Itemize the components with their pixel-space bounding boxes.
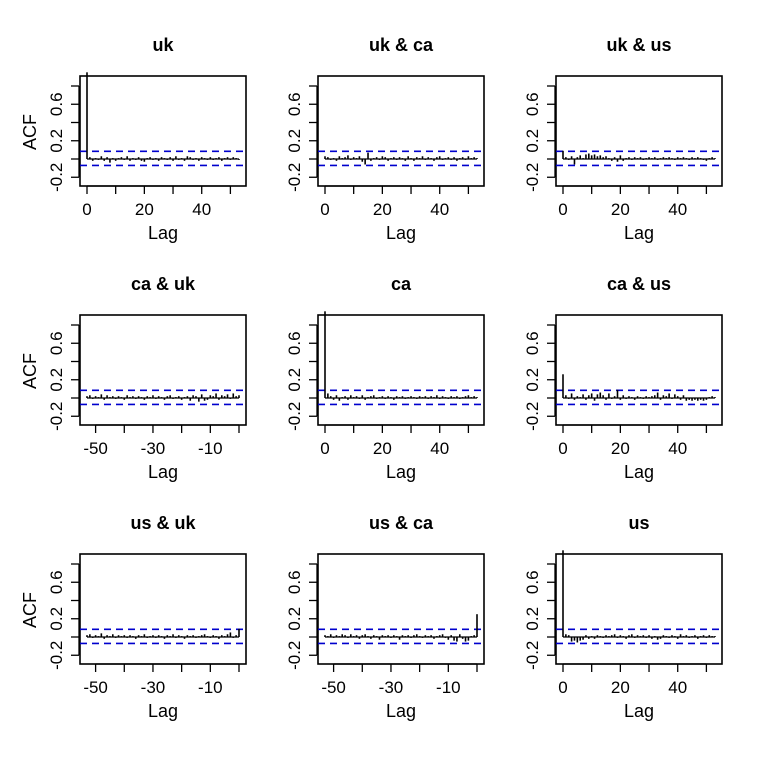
panel-title: ca & uk — [131, 274, 196, 294]
panel-7: us & uk -50 -30 -10 Lag -0.2 0.2 0.6 ACF — [20, 513, 247, 721]
y-tick-label: -0.2 — [285, 402, 304, 431]
x-tick-label: 40 — [668, 200, 687, 219]
panel-title: uk & ca — [369, 35, 434, 55]
y-tick-label: 0.2 — [523, 129, 542, 153]
y-tick-label: -0.2 — [523, 402, 542, 431]
panel-3: uk & us 0 20 40 Lag -0.2 0.2 0.6 — [523, 35, 723, 243]
plot-frame — [555, 314, 723, 426]
panel-title: us & uk — [130, 513, 196, 533]
y-tick-label: 0.2 — [285, 129, 304, 153]
panel-title: ca & us — [607, 274, 671, 294]
y-tick-label: 0.6 — [523, 570, 542, 594]
x-tick-label: 0 — [320, 200, 329, 219]
x-tick-label: -10 — [436, 678, 461, 697]
x-tick-label: 0 — [320, 439, 329, 458]
x-tick-label: 20 — [373, 439, 392, 458]
y-tick-label: 0.6 — [47, 570, 66, 594]
panel-6: ca & us 0 20 40 Lag -0.2 0.2 0.6 — [523, 274, 723, 482]
x-tick-label: 20 — [611, 439, 630, 458]
y-tick-label: 0.2 — [47, 607, 66, 631]
x-axis-label: Lag — [386, 223, 416, 243]
x-tick-label: -50 — [83, 439, 108, 458]
plot-frame — [317, 75, 485, 187]
x-tick-label: -30 — [141, 678, 166, 697]
y-tick-label: 0.2 — [47, 129, 66, 153]
panel-title: uk & us — [606, 35, 671, 55]
y-tick-label: 0.6 — [523, 92, 542, 116]
x-tick-label: -10 — [198, 678, 223, 697]
x-tick-label: 20 — [135, 200, 154, 219]
y-tick-label: 0.2 — [523, 368, 542, 392]
y-tick-label: 0.6 — [285, 570, 304, 594]
plot-frame — [79, 314, 247, 426]
x-tick-label: 0 — [558, 200, 567, 219]
x-tick-label: 40 — [430, 200, 449, 219]
x-axis-label: Lag — [624, 223, 654, 243]
x-tick-label: 40 — [668, 678, 687, 697]
plot-frame — [317, 314, 485, 426]
y-tick-label: -0.2 — [47, 641, 66, 670]
y-tick-label: -0.2 — [285, 163, 304, 192]
panel-2: uk & ca 0 20 40 Lag -0.2 0.2 0.6 — [285, 35, 485, 243]
y-tick-label: 0.6 — [285, 331, 304, 355]
x-tick-label: 0 — [82, 200, 91, 219]
x-tick-label: -30 — [141, 439, 166, 458]
x-axis-label: Lag — [386, 462, 416, 482]
y-tick-label: -0.2 — [523, 641, 542, 670]
x-tick-label: 20 — [611, 678, 630, 697]
x-tick-label: -50 — [83, 678, 108, 697]
x-axis-label: Lag — [148, 701, 178, 721]
y-axis-label: ACF — [20, 114, 40, 150]
plot-frame — [79, 553, 247, 665]
y-tick-label: -0.2 — [47, 163, 66, 192]
plot-frame — [555, 553, 723, 665]
y-tick-label: 0.6 — [47, 331, 66, 355]
y-tick-label: 0.6 — [47, 92, 66, 116]
panel-4: ca & uk -50 -30 -10 Lag -0.2 0.2 0.6 ACF — [20, 274, 247, 482]
plot-frame — [317, 553, 485, 665]
y-axis-label: ACF — [20, 592, 40, 628]
plot-frame — [555, 75, 723, 187]
x-axis-label: Lag — [386, 701, 416, 721]
panel-5: ca 0 20 40 Lag -0.2 0.2 0.6 — [285, 274, 485, 482]
panel-8: us & ca -50 -30 -10 Lag -0.2 0.2 0.6 — [285, 513, 485, 721]
y-tick-label: 0.6 — [523, 331, 542, 355]
x-axis-label: Lag — [624, 701, 654, 721]
y-tick-label: -0.2 — [285, 641, 304, 670]
x-axis-label: Lag — [148, 223, 178, 243]
y-axis-label: ACF — [20, 353, 40, 389]
y-tick-label: 0.2 — [285, 368, 304, 392]
panel-title: us & ca — [369, 513, 434, 533]
x-tick-label: 40 — [192, 200, 211, 219]
x-axis-label: Lag — [148, 462, 178, 482]
x-axis-label: Lag — [624, 462, 654, 482]
y-tick-label: -0.2 — [523, 163, 542, 192]
x-tick-label: 0 — [558, 678, 567, 697]
panel-title: us — [628, 513, 649, 533]
panel-9: us 0 20 40 Lag -0.2 0.2 0.6 — [523, 513, 723, 721]
plot-frame — [79, 75, 247, 187]
y-tick-label: 0.2 — [47, 368, 66, 392]
y-tick-label: -0.2 — [47, 402, 66, 431]
x-tick-label: 20 — [373, 200, 392, 219]
x-tick-label: 40 — [430, 439, 449, 458]
x-tick-label: 20 — [611, 200, 630, 219]
x-tick-label: 40 — [668, 439, 687, 458]
x-tick-label: 0 — [558, 439, 567, 458]
panel-title: uk — [152, 35, 174, 55]
y-tick-label: 0.6 — [285, 92, 304, 116]
y-tick-label: 0.2 — [523, 607, 542, 631]
y-tick-label: 0.2 — [285, 607, 304, 631]
panel-title: ca — [391, 274, 412, 294]
x-tick-label: -30 — [379, 678, 404, 697]
panel-1: uk 0 20 40 Lag -0.2 0.2 0.6 ACF — [20, 35, 247, 243]
x-tick-label: -10 — [198, 439, 223, 458]
x-tick-label: -50 — [321, 678, 346, 697]
